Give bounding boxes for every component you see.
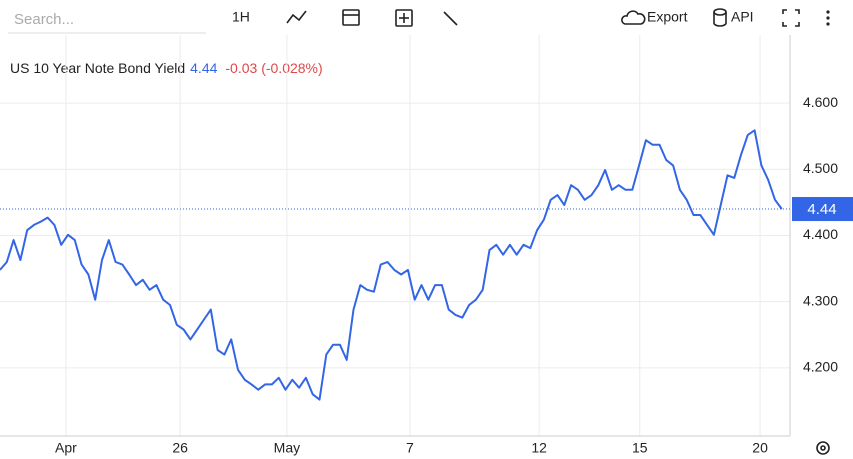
last-price-tag xyxy=(792,197,853,222)
menu-icon[interactable] xyxy=(826,10,830,26)
x-tick-label: Apr xyxy=(55,440,77,456)
export-button[interactable]: Export xyxy=(621,9,688,25)
chart-title: US 10 Year Note Bond Yield xyxy=(10,60,185,76)
series-line xyxy=(0,129,783,401)
x-tick-label: 15 xyxy=(632,440,648,456)
x-tick-label: 20 xyxy=(752,440,768,456)
calendar-icon[interactable] xyxy=(342,9,360,26)
price: 4.44 xyxy=(190,60,217,76)
api-button[interactable]: API xyxy=(713,8,754,27)
fullscreen-icon[interactable] xyxy=(782,9,800,27)
plot-area xyxy=(0,35,790,436)
interval-button[interactable]: 1H xyxy=(232,9,250,25)
export-label: Export xyxy=(647,9,688,25)
y-tick-label: 4.600 xyxy=(803,94,838,110)
y-tick-label: 4.300 xyxy=(803,292,838,308)
legend: US 10 Year Note Bond Yield 4.44 -0.03 (-0.… xyxy=(10,60,323,76)
settings-gear[interactable] xyxy=(816,441,830,455)
add-icon[interactable] xyxy=(395,9,413,27)
x-tick-label: 26 xyxy=(172,440,188,456)
chart-type-icon[interactable] xyxy=(286,10,307,24)
settings-wrench-icon[interactable] xyxy=(443,11,458,26)
api-label: API xyxy=(731,9,754,25)
y-tick-label: 4.400 xyxy=(803,226,838,242)
y-tick-label: 4.200 xyxy=(803,359,838,375)
change: -0.03 (-0.028%) xyxy=(225,60,322,76)
last-price-label: 4.44 xyxy=(807,201,836,218)
search-input[interactable]: Search... xyxy=(14,11,74,28)
x-tick-label: May xyxy=(274,440,300,456)
y-tick-label: 4.500 xyxy=(803,160,838,176)
x-tick-label: 7 xyxy=(406,440,414,456)
toolbar: Search... 1H Export API xyxy=(8,8,830,34)
x-tick-label: 12 xyxy=(531,440,547,456)
